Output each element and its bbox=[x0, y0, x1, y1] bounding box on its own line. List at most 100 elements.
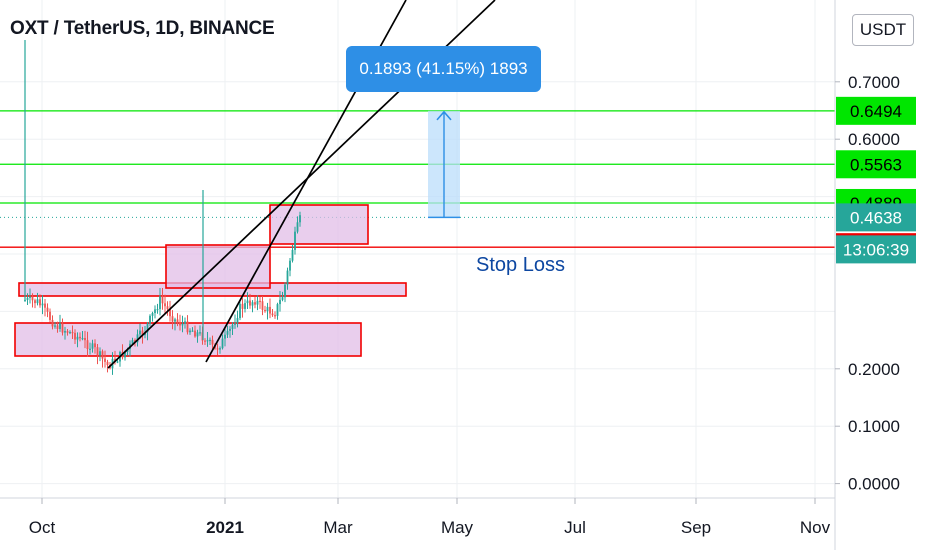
candle-body-68 bbox=[194, 330, 196, 337]
candle-body-9 bbox=[46, 307, 49, 312]
x-tick-label-0: Oct bbox=[29, 518, 56, 537]
candle-body-110 bbox=[299, 215, 301, 223]
candles bbox=[24, 40, 301, 375]
horizontal-levels bbox=[0, 110, 835, 248]
candle-body-77 bbox=[216, 348, 219, 350]
candle-body-82 bbox=[229, 328, 231, 331]
candle-body-55 bbox=[161, 296, 164, 304]
candle-body-99 bbox=[271, 313, 274, 316]
candle-body-89 bbox=[246, 300, 249, 304]
candle-body-2 bbox=[29, 296, 31, 298]
candle-body-13 bbox=[56, 325, 59, 329]
chart-title: OXT / TetherUS, 1D, BINANCE bbox=[10, 18, 275, 39]
candle-body-66 bbox=[189, 330, 191, 333]
candle-body-72 bbox=[204, 340, 206, 342]
candle-body-73 bbox=[206, 340, 209, 342]
currency-button[interactable]: USDT bbox=[852, 14, 914, 46]
candle-body-7 bbox=[41, 303, 44, 306]
price-label-3: 0.4638 bbox=[850, 208, 902, 227]
price-label-0: 0.6494 bbox=[850, 102, 902, 121]
candle-body-23 bbox=[81, 337, 84, 340]
candle-body-61 bbox=[176, 319, 179, 323]
candle-body-37 bbox=[116, 361, 119, 363]
candle-body-3 bbox=[31, 296, 34, 301]
grid bbox=[0, 0, 835, 498]
candle-body-106 bbox=[289, 260, 291, 271]
candle-body-81 bbox=[226, 330, 229, 335]
candle-body-8 bbox=[44, 303, 46, 308]
price-label-bg-0 bbox=[836, 96, 916, 125]
candle-body-95 bbox=[261, 301, 264, 310]
candle-body-14 bbox=[59, 323, 61, 329]
zone-box-2 bbox=[165, 244, 271, 289]
price-label-1: 0.5563 bbox=[850, 155, 902, 174]
candle-body-1 bbox=[26, 297, 29, 300]
y-tick-label-2: 0.2000 bbox=[848, 360, 900, 379]
stop-loss-label: Stop Loss bbox=[476, 254, 565, 276]
y-tick-label-3: 0.6000 bbox=[848, 130, 900, 149]
candle-body-26 bbox=[89, 348, 91, 350]
candle-body-56 bbox=[164, 303, 166, 307]
candle-body-98 bbox=[269, 306, 271, 314]
x-tick-label-3: May bbox=[441, 518, 474, 537]
candle-body-105 bbox=[286, 270, 289, 285]
countdown-label: 13:06:39 bbox=[843, 240, 909, 259]
candle-body-21 bbox=[76, 336, 79, 340]
candle-body-18 bbox=[69, 332, 71, 334]
candle-body-30 bbox=[99, 351, 101, 356]
candle-body-104 bbox=[284, 284, 286, 298]
x-tick-label-2: Mar bbox=[323, 518, 353, 537]
x-tick-label-5: Sep bbox=[681, 518, 711, 537]
candle-body-70 bbox=[199, 332, 201, 334]
candle-body-92 bbox=[254, 302, 256, 305]
candle-body-91 bbox=[251, 302, 254, 306]
candle-body-69 bbox=[196, 332, 199, 337]
candle-body-75 bbox=[211, 339, 214, 345]
candle-body-78 bbox=[219, 348, 221, 350]
candle-body-60 bbox=[174, 319, 176, 322]
candle-body-4 bbox=[34, 300, 36, 304]
y-tick-label-1: 0.1000 bbox=[848, 417, 900, 436]
candle-body-6 bbox=[39, 299, 41, 306]
candle-body-31 bbox=[101, 351, 104, 359]
candle-body-101 bbox=[276, 304, 279, 316]
candle-body-59 bbox=[171, 316, 174, 322]
rectangles bbox=[14, 204, 407, 357]
candle-body-53 bbox=[156, 309, 159, 311]
y-tick-label-4: 0.7000 bbox=[848, 73, 900, 92]
candle-body-15 bbox=[61, 323, 64, 333]
candle-body-47 bbox=[141, 330, 144, 336]
candle-body-11 bbox=[51, 319, 54, 327]
candle-body-0 bbox=[24, 299, 26, 302]
candle-body-64 bbox=[184, 321, 186, 324]
candle-body-43 bbox=[131, 340, 134, 344]
measure-tool bbox=[428, 110, 460, 219]
candle-body-79 bbox=[221, 338, 224, 349]
x-tick-label-6: Nov bbox=[800, 518, 831, 537]
candle-body-22 bbox=[79, 336, 81, 339]
candle-body-86 bbox=[239, 303, 241, 319]
candle-body-65 bbox=[186, 321, 189, 333]
candle-body-62 bbox=[179, 322, 181, 326]
zone-box-3 bbox=[269, 204, 369, 245]
candle-body-80 bbox=[224, 334, 226, 339]
candle-body-102 bbox=[279, 299, 281, 305]
candle-body-100 bbox=[274, 315, 276, 317]
candle-body-5 bbox=[36, 299, 39, 304]
candle-body-52 bbox=[154, 309, 156, 314]
axes: Oct 2021 Mar May Jul Sep Nov 0.0000 0.1000 0.2000… bbox=[0, 0, 900, 550]
candle-body-97 bbox=[266, 306, 269, 312]
candle-body-54 bbox=[159, 296, 161, 310]
candle-body-16 bbox=[64, 331, 66, 333]
candle-body-32 bbox=[104, 358, 106, 362]
candle-body-83 bbox=[231, 324, 234, 329]
candle-body-109 bbox=[296, 222, 299, 232]
candle-body-20 bbox=[74, 332, 76, 340]
candle-body-103 bbox=[281, 297, 284, 300]
candle-body-85 bbox=[236, 318, 239, 324]
candle-body-74 bbox=[209, 339, 211, 342]
countdown-bg bbox=[836, 235, 916, 264]
